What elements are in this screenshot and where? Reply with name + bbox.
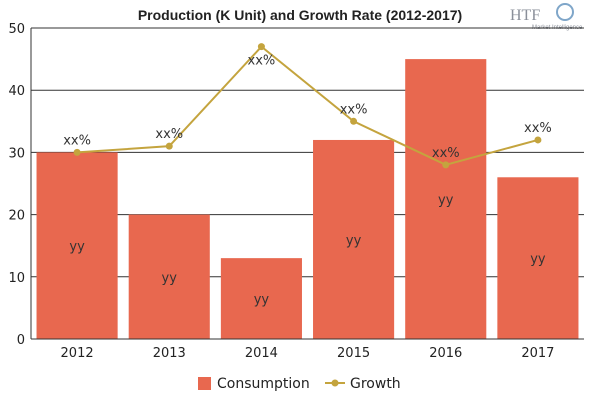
y-tick-label: 40 bbox=[8, 84, 25, 99]
y-tick-label: 20 bbox=[8, 209, 25, 224]
growth-point bbox=[165, 142, 173, 150]
y-tick-label: 30 bbox=[8, 146, 25, 161]
chart-title: Production (K Unit) and Growth Rate (201… bbox=[138, 7, 462, 23]
bar-data-label: yy bbox=[69, 240, 85, 255]
growth-point bbox=[73, 148, 81, 156]
bar-data-label: yy bbox=[162, 271, 178, 286]
growth-line-path bbox=[77, 45, 539, 166]
bar bbox=[128, 214, 210, 339]
logo-text: HTF bbox=[510, 7, 540, 24]
y-tick-label: 10 bbox=[8, 271, 25, 286]
x-tick-label: 2015 bbox=[337, 346, 370, 361]
growth-data-label: xx% bbox=[155, 127, 183, 142]
x-tick-label: 2014 bbox=[245, 346, 278, 361]
bar bbox=[220, 258, 302, 339]
bar bbox=[405, 59, 487, 339]
bar-data-label: yy bbox=[346, 233, 362, 248]
bars bbox=[36, 59, 579, 339]
legend-marker-growth bbox=[331, 379, 339, 387]
growth-data-label: xx% bbox=[63, 133, 91, 148]
y-tick-label: 50 bbox=[8, 22, 25, 37]
growth-data-label: xx% bbox=[524, 121, 552, 136]
bar-data-label: yy bbox=[438, 193, 454, 208]
bar bbox=[36, 152, 118, 339]
growth-point bbox=[257, 43, 265, 51]
growth-point bbox=[350, 117, 358, 125]
bar-data-label: yy bbox=[254, 293, 270, 308]
legend-label-consumption: Consumption bbox=[217, 376, 310, 392]
axes: 0 10 20 30 40 50 2012 2013 2014 2015 2016 2017 bbox=[8, 22, 584, 361]
legend-label-growth: Growth bbox=[350, 376, 401, 392]
x-tick-label: 2012 bbox=[61, 346, 94, 361]
growth-data-label: xx% bbox=[432, 146, 460, 161]
growth-point bbox=[442, 161, 450, 169]
growth-point bbox=[534, 136, 542, 144]
legend: Consumption Growth bbox=[198, 376, 401, 392]
x-tick-label: 2017 bbox=[521, 346, 554, 361]
data-labels: yy yy yy yy yy yy xx% xx% xx% xx% xx% xx% bbox=[63, 54, 552, 308]
legend-swatch-consumption bbox=[198, 377, 211, 390]
bar-data-label: yy bbox=[530, 252, 546, 267]
bar bbox=[313, 139, 395, 339]
growth-data-label: xx% bbox=[248, 54, 276, 69]
x-tick-label: 2013 bbox=[153, 346, 186, 361]
growth-line bbox=[73, 43, 542, 169]
x-tick-label: 2016 bbox=[429, 346, 462, 361]
globe-icon bbox=[556, 3, 574, 21]
logo: HTF Market Intelligence bbox=[510, 3, 583, 31]
y-tick-label: 0 bbox=[17, 333, 25, 348]
bar bbox=[497, 177, 579, 339]
growth-data-label: xx% bbox=[340, 102, 368, 117]
